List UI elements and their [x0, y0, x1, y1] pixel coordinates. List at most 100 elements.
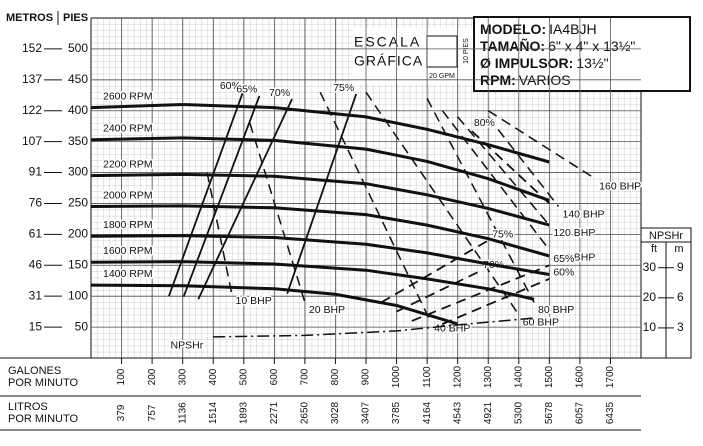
curve-label: 2200 RPM — [103, 158, 153, 170]
y2-tick-label: 10 — [643, 320, 657, 334]
curve-label: 1800 RPM — [103, 219, 153, 231]
x2-label: 5678 — [544, 401, 555, 424]
curve — [206, 172, 233, 294]
x-tick-label: 200 — [147, 368, 158, 385]
curve-label: 1600 RPM — [103, 245, 153, 257]
x-tick-label: 1400 — [513, 365, 524, 388]
y-meters-label: 122 — [22, 103, 42, 117]
curve-label: 75% — [492, 228, 513, 240]
curve-label: 2600 RPM — [103, 90, 153, 102]
curve-label: NPSHr — [171, 340, 204, 352]
y2-unit: ft — [651, 243, 657, 255]
curve-label: 65% — [553, 253, 574, 265]
x2-label: 6435 — [605, 401, 616, 424]
x-tick-label: 1500 — [544, 365, 555, 388]
y-meters-label: 31 — [29, 288, 43, 302]
y-meters-label: 152 — [22, 41, 42, 55]
curve-label: 75% — [333, 82, 354, 94]
y-tick-label: 100 — [68, 288, 88, 302]
y-meters-label: 15 — [29, 319, 43, 333]
scale-title: GRÁFICA — [354, 53, 423, 69]
info-label: Ø IMPULSOR: — [480, 55, 573, 71]
curve — [90, 283, 459, 326]
curve-label: 10 BHP — [236, 295, 272, 307]
y2-meters-label: 9 — [677, 260, 684, 274]
x2-label: 1893 — [238, 401, 249, 424]
x-tick-label: 600 — [269, 368, 280, 385]
curve-label: 2400 RPM — [103, 123, 153, 135]
y-meters-label: 91 — [29, 165, 43, 179]
y-tick-label: 250 — [68, 196, 88, 210]
curve-label: 80% — [474, 117, 495, 129]
info-label: MODELO: — [480, 21, 546, 37]
scale-title: ESCALA — [354, 34, 421, 50]
scale-x: 20 GPM — [429, 73, 455, 80]
scale-y: 10 PIES — [463, 38, 470, 64]
feet-title: PIES — [63, 12, 88, 24]
x2-label: 1136 — [177, 402, 188, 424]
curve — [319, 91, 431, 322]
info-value: 13½" — [576, 55, 608, 71]
curve — [365, 91, 520, 316]
x-tick-label: 700 — [300, 368, 311, 385]
y-meters-label: 76 — [29, 196, 43, 210]
x-tick-label: 500 — [238, 368, 249, 385]
x2-label: 2650 — [300, 401, 311, 424]
curve-label: 160 BHP — [599, 181, 641, 193]
x2-title: POR MINUTO — [8, 413, 79, 425]
y-tick-label: 450 — [68, 72, 88, 86]
x2-label: 379 — [116, 404, 127, 421]
curve-label: 1400 RPM — [103, 268, 153, 280]
y-tick-label: 200 — [68, 227, 88, 241]
curve — [90, 234, 550, 276]
x-tick-label: 100 — [116, 368, 127, 385]
info-line: TAMAÑO: 6" x 4" x 13½" — [480, 37, 635, 54]
y2-tick-label: 20 — [643, 290, 657, 304]
x-tick-label: 1300 — [483, 365, 494, 388]
x2-label: 4543 — [452, 401, 463, 424]
y-tick-label: 150 — [68, 257, 88, 271]
info-line: Ø IMPULSOR: 13½" — [480, 55, 609, 71]
curve — [90, 136, 550, 202]
y2-title: NPSHr — [649, 230, 684, 242]
x2-label: 2271 — [269, 401, 280, 424]
x-tick-label: 1200 — [452, 365, 463, 388]
y-tick-label: 50 — [75, 319, 89, 333]
npshr-axis: NPSHr ft m — [640, 227, 692, 359]
x2-label: 4921 — [483, 401, 494, 424]
curve-label: 65% — [236, 84, 257, 96]
info-line: MODELO: IA4BJH — [480, 21, 597, 37]
info-box — [473, 16, 691, 92]
curve-label: 80 BHP — [538, 304, 574, 316]
y-tick-label: 350 — [68, 134, 88, 148]
x2-label: 5300 — [513, 401, 524, 424]
y-meters-label: 137 — [22, 72, 42, 86]
x-tick-label: 900 — [361, 368, 372, 385]
curve — [90, 204, 550, 258]
meters-title: METROS — [6, 12, 53, 24]
curve-label: 140 BHP — [563, 208, 605, 220]
curve-label: 120 BHP — [553, 227, 595, 239]
x-tick-label: 800 — [330, 368, 341, 385]
curve-label: 2000 RPM — [103, 189, 153, 201]
info-value: IA4BJH — [549, 21, 596, 37]
curve-label: 20 BHP — [309, 304, 345, 316]
x-title: POR MINUTO — [8, 377, 79, 389]
curve — [411, 264, 550, 322]
y-tick-label: 400 — [68, 103, 88, 117]
curve — [380, 239, 489, 304]
x-tick-label: 1100 — [422, 366, 433, 388]
x-title: GALONES — [8, 365, 61, 377]
curve-label: 60% — [553, 267, 574, 279]
curve — [442, 278, 550, 325]
y-tick-label: 300 — [68, 165, 88, 179]
y-tick-label: 500 — [68, 41, 88, 55]
x-tick-label: 1600 — [575, 365, 586, 388]
info-label: TAMAÑO: — [480, 37, 545, 54]
x2-title: LITROS — [8, 401, 48, 413]
curve-label: 70% — [269, 87, 290, 99]
x-tick-label: 400 — [208, 368, 219, 385]
